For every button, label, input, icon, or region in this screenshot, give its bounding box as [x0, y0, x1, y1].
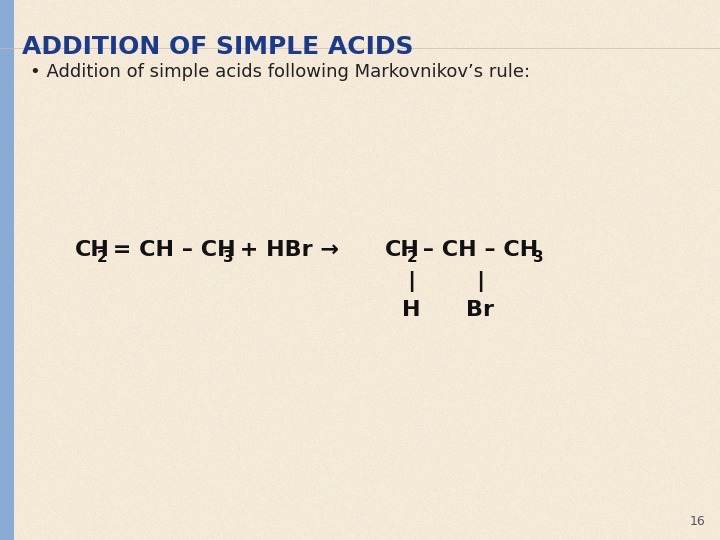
Text: CH: CH: [75, 240, 110, 260]
Text: 2: 2: [97, 249, 107, 265]
Text: = CH – CH: = CH – CH: [105, 240, 235, 260]
Text: |: |: [407, 272, 415, 293]
Text: 2: 2: [407, 249, 418, 265]
Text: |: |: [476, 272, 484, 293]
Text: ADDITION OF SIMPLE ACIDS: ADDITION OF SIMPLE ACIDS: [22, 35, 413, 59]
Bar: [0, 0, 14, 540]
Text: H: H: [402, 300, 420, 320]
Text: + HBr →: + HBr →: [232, 240, 339, 260]
Text: Br: Br: [466, 300, 494, 320]
Text: • Addition of simple acids following Markovnikov’s rule:: • Addition of simple acids following Mar…: [30, 63, 530, 81]
Text: 3: 3: [533, 249, 544, 265]
Text: – CH – CH: – CH – CH: [415, 240, 539, 260]
Text: CH: CH: [385, 240, 420, 260]
Text: 16: 16: [689, 515, 705, 528]
Text: 3: 3: [223, 249, 233, 265]
